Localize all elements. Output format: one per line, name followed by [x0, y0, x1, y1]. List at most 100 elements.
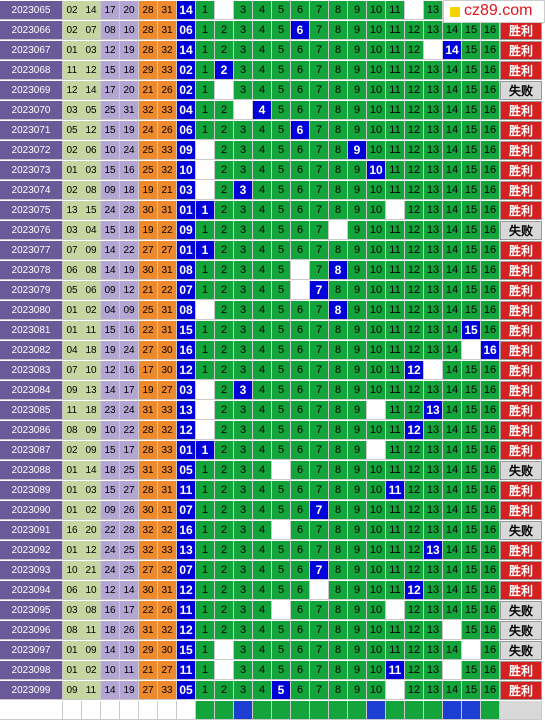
- number-cell: 15: [462, 621, 481, 640]
- issue-cell: 2023065: [0, 1, 63, 20]
- number-cell: 16: [481, 501, 500, 520]
- empty-cell: [367, 401, 386, 420]
- footer-cell[interactable]: [310, 701, 329, 720]
- blue-ball-cell: 06: [177, 21, 196, 40]
- number-cell: 6: [291, 401, 310, 420]
- issue-cell: 2023096: [0, 621, 63, 640]
- footer-cell[interactable]: [386, 701, 405, 720]
- footer-input-cell[interactable]: [120, 701, 139, 720]
- number-cell: 1: [196, 461, 215, 480]
- footer-input-cell[interactable]: [101, 701, 120, 720]
- number-cell: 15: [462, 201, 481, 220]
- footer-cell[interactable]: [329, 701, 348, 720]
- red-ball-cell: 08: [101, 21, 120, 40]
- footer-cell[interactable]: [348, 701, 367, 720]
- red-ball-cell: 05: [63, 281, 82, 300]
- footer-cell[interactable]: [424, 701, 443, 720]
- number-cell: 2: [215, 481, 234, 500]
- footer-cell[interactable]: [215, 701, 234, 720]
- number-cell: 14: [443, 581, 462, 600]
- footer-input-cell[interactable]: [177, 701, 196, 720]
- footer-marked-cell[interactable]: [234, 701, 253, 720]
- blue-ball-cell: 16: [177, 341, 196, 360]
- footer-input-cell[interactable]: [158, 701, 177, 720]
- result-lose-badge: 失败: [500, 221, 542, 240]
- number-cell: 2: [215, 181, 234, 200]
- footer-cell[interactable]: [291, 701, 310, 720]
- red-ball-cell: 32: [158, 421, 177, 440]
- red-ball-cell: 11: [63, 401, 82, 420]
- number-cell: 13: [424, 221, 443, 240]
- red-ball-cell: 02: [82, 301, 101, 320]
- number-cell: 5: [272, 441, 291, 460]
- footer-input-cell[interactable]: [63, 701, 82, 720]
- footer-marked-cell[interactable]: [462, 701, 481, 720]
- number-cell: 14: [443, 181, 462, 200]
- footer-cell[interactable]: [272, 701, 291, 720]
- red-ball-cell: 28: [139, 1, 158, 20]
- result-win-badge: 胜利: [500, 581, 542, 600]
- number-cell: 8: [329, 321, 348, 340]
- number-cell: 7: [310, 521, 329, 540]
- number-cell: 1: [196, 261, 215, 280]
- number-cell: 11: [386, 161, 405, 180]
- number-cell: 16: [481, 541, 500, 560]
- number-cell: 11: [386, 1, 405, 20]
- number-cell: 14: [443, 441, 462, 460]
- number-cell: 11: [386, 281, 405, 300]
- number-cell: 7: [310, 241, 329, 260]
- red-ball-cell: 32: [158, 521, 177, 540]
- number-cell: 13: [424, 641, 443, 660]
- hit-number-cell: 13: [424, 401, 443, 420]
- footer-cell[interactable]: [196, 701, 215, 720]
- number-cell: 3: [234, 161, 253, 180]
- blue-ball-cell: 06: [177, 121, 196, 140]
- number-cell: 16: [481, 41, 500, 60]
- red-ball-cell: 21: [139, 81, 158, 100]
- footer-result-cell: [500, 701, 542, 720]
- number-cell: 3: [234, 601, 253, 620]
- site-logo[interactable]: cz89.com: [443, 0, 545, 23]
- red-ball-cell: 14: [82, 81, 101, 100]
- red-ball-cell: 07: [82, 21, 101, 40]
- number-cell: 10: [367, 121, 386, 140]
- footer-cell[interactable]: [253, 701, 272, 720]
- number-cell: 3: [234, 341, 253, 360]
- number-cell: 9: [348, 481, 367, 500]
- red-ball-cell: 32: [139, 101, 158, 120]
- number-cell: 8: [329, 641, 348, 660]
- footer-cell[interactable]: [481, 701, 500, 720]
- number-cell: 14: [443, 341, 462, 360]
- footer-marked-cell[interactable]: [367, 701, 386, 720]
- result-lose-badge: 失败: [500, 81, 542, 100]
- blue-ball-cell: 11: [177, 661, 196, 680]
- number-cell: 4: [253, 401, 272, 420]
- number-cell: 9: [348, 101, 367, 120]
- number-cell: 5: [272, 561, 291, 580]
- number-cell: 13: [424, 241, 443, 260]
- red-ball-cell: 09: [120, 301, 139, 320]
- red-ball-cell: 12: [82, 121, 101, 140]
- blue-ball-cell: 12: [177, 581, 196, 600]
- footer-input-cell[interactable]: [82, 701, 101, 720]
- red-ball-cell: 12: [101, 361, 120, 380]
- red-ball-cell: 33: [158, 101, 177, 120]
- number-cell: 14: [443, 161, 462, 180]
- red-ball-cell: 03: [82, 41, 101, 60]
- number-cell: 3: [234, 421, 253, 440]
- number-cell: 6: [291, 661, 310, 680]
- number-cell: 6: [291, 581, 310, 600]
- footer-cell[interactable]: [405, 701, 424, 720]
- red-ball-cell: 28: [139, 481, 158, 500]
- red-ball-cell: 29: [139, 61, 158, 80]
- red-ball-cell: 02: [82, 661, 101, 680]
- number-cell: 12: [405, 661, 424, 680]
- empty-cell: [215, 641, 234, 660]
- red-ball-cell: 01: [63, 481, 82, 500]
- footer-input-cell[interactable]: [139, 701, 158, 720]
- red-ball-cell: 08: [63, 621, 82, 640]
- red-ball-cell: 09: [101, 181, 120, 200]
- number-cell: 8: [329, 401, 348, 420]
- number-cell: 8: [329, 41, 348, 60]
- footer-marked-cell[interactable]: [443, 701, 462, 720]
